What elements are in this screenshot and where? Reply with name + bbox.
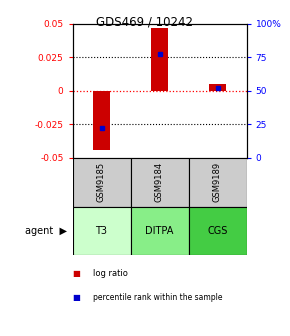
Text: T3: T3 bbox=[95, 226, 108, 236]
Text: agent  ▶: agent ▶ bbox=[25, 226, 67, 236]
Text: DITPA: DITPA bbox=[145, 226, 174, 236]
Bar bbox=[188, 207, 246, 255]
Bar bbox=[93, 91, 110, 150]
Text: GSM9185: GSM9185 bbox=[97, 162, 106, 202]
Bar bbox=[72, 158, 130, 207]
Bar bbox=[151, 28, 168, 91]
Bar bbox=[188, 158, 246, 207]
Bar bbox=[130, 207, 188, 255]
Bar bbox=[72, 207, 130, 255]
Text: percentile rank within the sample: percentile rank within the sample bbox=[93, 293, 222, 302]
Text: ■: ■ bbox=[72, 269, 80, 278]
Bar bbox=[130, 158, 188, 207]
Text: CGS: CGS bbox=[207, 226, 228, 236]
Text: ■: ■ bbox=[72, 293, 80, 302]
Bar bbox=[209, 84, 226, 91]
Text: GSM9189: GSM9189 bbox=[213, 162, 222, 202]
Text: log ratio: log ratio bbox=[93, 269, 128, 278]
Text: GDS469 / 10242: GDS469 / 10242 bbox=[97, 15, 193, 28]
Text: GSM9184: GSM9184 bbox=[155, 162, 164, 202]
